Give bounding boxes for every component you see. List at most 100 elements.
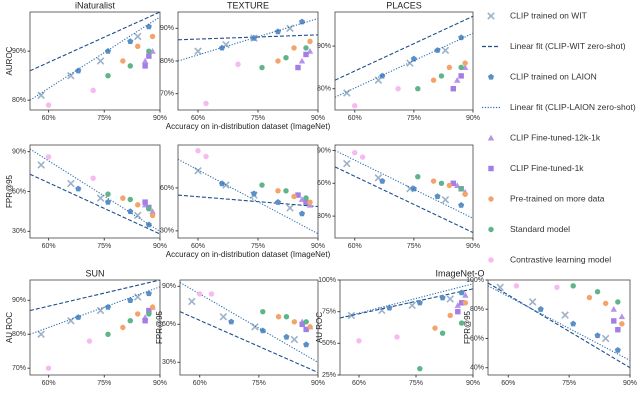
y-tick-label: 90%	[162, 283, 176, 290]
x-tick-label: 90%	[311, 243, 325, 250]
marker-circle	[359, 154, 366, 160]
y-tick-label: 100%	[466, 277, 484, 284]
marker-circle	[462, 300, 469, 306]
marker-square	[455, 308, 461, 315]
x-tick-label: 60%	[191, 243, 205, 250]
legend-label: CLIP Fine-tuned-12k-1k	[510, 132, 601, 142]
marker-circle	[415, 174, 421, 180]
x-tick-label: 60%	[42, 380, 56, 387]
x-tick-label: 75%	[252, 380, 266, 387]
y-tick-label: 60%	[470, 335, 484, 342]
panel: 60% 75% 90%30%60%Accuracy on in-distributi…	[160, 144, 331, 259]
marker-circle	[291, 319, 298, 325]
marker-circle	[417, 365, 423, 372]
marker-square	[295, 192, 301, 198]
marker-circle	[127, 196, 134, 203]
fit-line	[178, 194, 318, 208]
plot-frame	[334, 11, 474, 111]
marker-x	[286, 204, 294, 212]
marker-x	[96, 57, 105, 65]
marker-circle	[134, 311, 141, 317]
marker-triangle	[149, 208, 156, 214]
marker-pentagon	[594, 332, 601, 339]
marker-x	[446, 295, 454, 303]
marker-circle	[45, 154, 52, 160]
marker-x	[133, 293, 142, 301]
panel-title: SUN	[85, 268, 104, 278]
plot-frame	[487, 279, 631, 376]
y-tick-label: 90%	[12, 48, 26, 55]
marker-pentagon	[303, 341, 310, 348]
marker-pentagon	[250, 190, 258, 197]
marker-x	[67, 179, 75, 188]
marker-x	[408, 301, 416, 310]
fit-line	[30, 280, 160, 312]
marker-pentagon	[458, 201, 465, 208]
marker-circle	[446, 182, 453, 189]
panel-title: ImageNet-O	[435, 268, 484, 278]
y-axis-label: AU ROC	[315, 312, 324, 343]
marker-circle	[146, 206, 152, 212]
y-tick-label: 30%	[160, 228, 174, 235]
plot-area	[178, 18, 318, 107]
marker-circle	[275, 314, 282, 320]
y-tick-label: 30%	[317, 213, 331, 220]
legend-marker	[487, 73, 495, 80]
marker-circle	[291, 45, 297, 51]
x-tick-label: 75%	[251, 115, 265, 122]
x-tick-label: 60%	[193, 380, 207, 387]
marker-circle	[283, 188, 289, 194]
y-tick-label: 70%	[160, 91, 174, 98]
marker-pentagon	[416, 299, 423, 306]
panel: 60% 75% 90% 40% 60% 80% 100% FPR@95	[463, 277, 637, 387]
marker-x	[219, 312, 228, 321]
y-axis-label: FPR@95	[463, 310, 472, 344]
x-tick-label: 60%	[348, 243, 362, 250]
x-tick-label: 60%	[352, 380, 366, 387]
plot-area	[178, 148, 318, 235]
marker-circle	[291, 193, 297, 200]
marker-x	[286, 24, 294, 33]
y-tick-label: 80%	[160, 58, 174, 65]
x-tick-label: 90%	[153, 115, 167, 122]
marker-circle	[307, 199, 313, 205]
marker-pentagon	[434, 193, 441, 200]
x-tick-label: 60%	[42, 243, 56, 250]
fit-line	[30, 16, 160, 101]
marker-x	[441, 195, 450, 204]
fit-line	[340, 288, 473, 319]
fit-line	[340, 283, 473, 319]
legend-label: CLIP trained on WIT	[510, 10, 587, 20]
marker-pentagon	[298, 210, 306, 217]
marker-x	[188, 297, 196, 306]
marker-circle	[105, 191, 111, 197]
marker-circle	[439, 330, 446, 336]
marker-circle	[447, 312, 453, 319]
marker-x	[67, 71, 75, 80]
marker-circle	[395, 85, 401, 92]
marker-square	[146, 307, 152, 314]
marker-circle	[303, 195, 309, 201]
legend-label: CLIP trained on LAION	[510, 71, 597, 81]
marker-circle	[570, 283, 576, 289]
legend-marker	[488, 226, 494, 233]
marker-circle	[146, 48, 152, 54]
marker-circle	[120, 58, 126, 64]
plot-frame	[29, 144, 161, 239]
marker-circle	[586, 294, 593, 301]
legend-marker	[488, 165, 494, 172]
x-tick-label: 90%	[311, 115, 325, 122]
panel-title: PLACES	[386, 0, 422, 10]
fit-line	[335, 166, 473, 234]
y-tick-label: 60%	[162, 321, 176, 328]
x-tick-label: 90%	[623, 380, 637, 387]
marker-x	[496, 283, 504, 292]
fit-line	[335, 15, 473, 81]
marker-x	[37, 161, 45, 169]
marker-pentagon	[228, 318, 235, 325]
marker-circle	[203, 153, 209, 160]
marker-circle	[430, 178, 437, 184]
y-tick-label: 75%	[322, 309, 336, 316]
x-tick-label: 60%	[42, 115, 56, 122]
